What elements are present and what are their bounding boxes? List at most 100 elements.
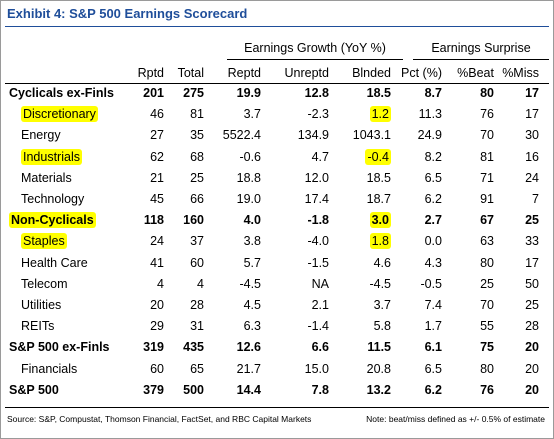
cell: 14.4 (236, 382, 261, 397)
cell: 24.9 (417, 128, 442, 143)
cell: 118 (143, 213, 164, 228)
column-header: Total (177, 66, 204, 80)
cell: 3.0 (369, 212, 391, 229)
cell: 80 (480, 361, 494, 376)
column-header: Blnded (352, 66, 391, 80)
row-label: Non-Cyclicals (9, 212, 96, 229)
row-label: S&P 500 ex-Finls (9, 340, 110, 355)
cell: 11.3 (418, 107, 442, 122)
cell: 35 (190, 128, 204, 143)
column-header: Rptd (137, 66, 164, 80)
cell: 81 (480, 149, 494, 164)
cell: 25 (480, 276, 494, 291)
cell: 15.0 (304, 361, 329, 376)
cell: 17.4 (304, 192, 329, 206)
source: Source: S&P, Compustat, Thomson Financia… (7, 414, 312, 424)
row-label: Discretionary (21, 106, 98, 123)
cell: 76 (480, 107, 494, 122)
cell: 7.4 (424, 298, 442, 312)
cell: 4.5 (243, 298, 261, 312)
row-label: Technology (21, 192, 85, 206)
cell: 5.7 (243, 255, 261, 270)
cell: 134.9 (297, 128, 329, 143)
cell: -0.5 (420, 276, 442, 291)
cell: 75 (480, 340, 494, 355)
cell: 30 (525, 128, 539, 143)
cell: 17 (525, 107, 539, 122)
cell: 5522.4 (222, 128, 261, 143)
group-header: Earnings Surprise (431, 41, 531, 55)
cell: 80 (480, 255, 494, 270)
row-label: Health Care (21, 255, 88, 270)
cell: 6.2 (424, 382, 442, 397)
cell: 25 (190, 170, 204, 185)
cell: 31 (190, 319, 204, 334)
cell: 62 (150, 149, 164, 164)
cell: 20.8 (366, 361, 391, 376)
cell: 63 (480, 234, 494, 249)
cell: 18.5 (366, 170, 391, 185)
column-header: %Beat (457, 66, 494, 80)
cell: 1.8 (369, 233, 391, 250)
cell: 17 (525, 86, 539, 100)
cell: 11.5 (367, 340, 391, 355)
cell: 27 (150, 128, 164, 143)
note: Note: beat/miss defined as +/- 0.5% of e… (366, 414, 545, 424)
cell: 3.7 (373, 298, 391, 312)
header-rule (5, 83, 549, 84)
cell: 12.8 (304, 86, 329, 100)
row-label: REITs (21, 319, 55, 334)
column-header: Unreptd (284, 66, 329, 80)
cell: 1043.1 (352, 128, 391, 143)
cell: 55 (480, 319, 494, 334)
cell: 8.7 (424, 86, 442, 100)
cell: -1.8 (307, 213, 329, 228)
row-label: Materials (21, 170, 72, 185)
cell: NA (311, 276, 329, 291)
cell: 6.1 (424, 340, 442, 355)
row-label: Telecom (21, 276, 68, 291)
cell: 60 (190, 255, 204, 270)
cell: 7.8 (311, 382, 329, 397)
cell: 3.7 (243, 107, 261, 122)
group-rule (227, 59, 403, 60)
cell: 4 (157, 276, 164, 291)
cell: -0.6 (239, 149, 261, 164)
cell: 21 (150, 170, 164, 185)
cell: 275 (183, 86, 204, 100)
cell: 41 (150, 255, 164, 270)
cell: -4.5 (239, 276, 261, 291)
cell: 379 (143, 382, 164, 397)
row-label: S&P 500 (9, 382, 59, 397)
cell: 4.6 (373, 255, 391, 270)
cell: 25 (525, 213, 539, 228)
cell: 5.8 (373, 319, 391, 334)
cell: 70 (480, 128, 494, 143)
group-rule (413, 59, 549, 60)
cell: 91 (480, 192, 494, 206)
cell: 12.0 (304, 170, 329, 185)
title-rule (5, 26, 549, 27)
cell: 45 (150, 192, 164, 206)
cell: 2.1 (311, 298, 329, 312)
cell: 60 (150, 361, 164, 376)
cell: 6.2 (424, 192, 442, 206)
bottom-rule (5, 407, 549, 408)
cell: 25 (525, 298, 539, 312)
cell: 20 (525, 382, 539, 397)
cell: 19.0 (236, 192, 261, 206)
cell: 28 (190, 298, 204, 312)
column-header: %Miss (502, 66, 539, 80)
cell: 20 (150, 298, 164, 312)
title: Exhibit 4: S&P 500 Earnings Scorecard (7, 6, 248, 21)
cell: 66 (190, 192, 204, 206)
cell: 18.7 (366, 192, 391, 206)
cell: 6.3 (243, 319, 261, 334)
cell: 81 (190, 107, 204, 122)
cell: -1.4 (307, 319, 329, 334)
cell: 21.7 (236, 361, 261, 376)
cell: 68 (190, 149, 204, 164)
cell: 80 (480, 86, 494, 100)
cell: 50 (525, 276, 539, 291)
cell: 12.6 (236, 340, 261, 355)
